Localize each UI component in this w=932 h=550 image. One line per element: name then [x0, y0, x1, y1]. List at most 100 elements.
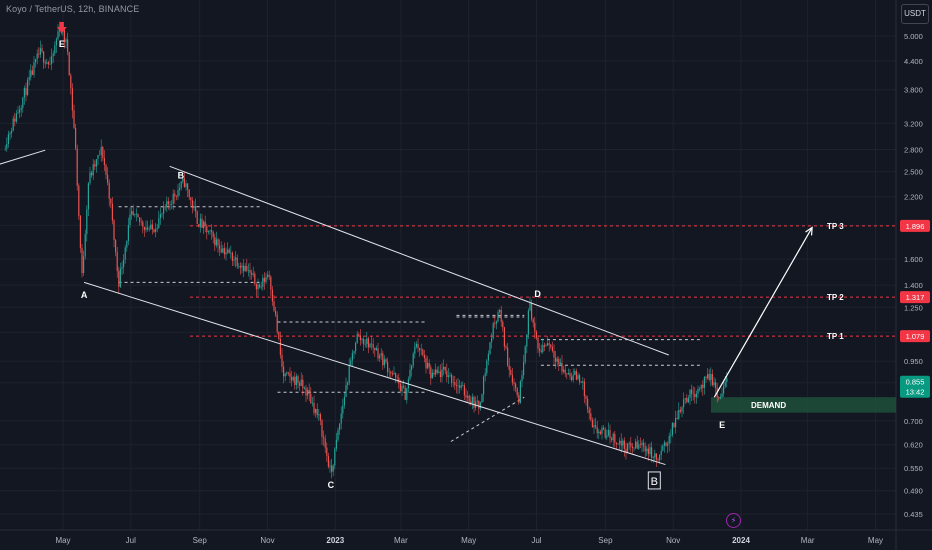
candle-body — [65, 39, 67, 43]
candle-body — [503, 327, 506, 347]
candle-body — [401, 385, 403, 392]
candle-body — [257, 284, 259, 290]
candle-body — [548, 343, 550, 345]
candle-body — [627, 443, 629, 453]
target-price-label: 1.896 — [906, 222, 925, 231]
candle-body — [599, 431, 602, 434]
candle-body — [87, 183, 90, 210]
candle-body — [161, 213, 163, 215]
candle-body — [78, 185, 80, 216]
candle-body — [47, 62, 50, 65]
candle-body — [449, 374, 451, 376]
candle-body — [171, 203, 173, 205]
candle-body — [443, 366, 445, 370]
candle-body — [36, 53, 38, 59]
candle-body — [183, 178, 186, 188]
candle-body — [265, 276, 267, 283]
candle-body — [311, 402, 314, 404]
candle-body — [385, 359, 387, 363]
time-tick-label: Sep — [193, 536, 208, 545]
candle-body — [519, 381, 522, 403]
candle-body — [227, 249, 229, 253]
candle-body — [300, 379, 302, 386]
candle-body — [676, 417, 678, 419]
wave-label: E — [59, 39, 65, 49]
candle-body — [244, 266, 246, 272]
price-tick-label: 4.400 — [904, 57, 923, 66]
candle-body — [44, 62, 46, 64]
candle-body — [223, 248, 226, 255]
target-price-label: 1.317 — [906, 293, 925, 302]
candle-body — [575, 370, 578, 380]
candle-body — [702, 384, 704, 388]
candle-body — [537, 337, 539, 349]
candle-body — [633, 447, 635, 449]
projection-arrow-head — [805, 226, 813, 236]
candle-body — [694, 394, 696, 398]
candle-body — [695, 393, 698, 398]
candle-body — [222, 248, 224, 253]
candle-body — [726, 377, 728, 383]
candle-body — [135, 213, 138, 215]
demand-label: DEMAND — [751, 401, 786, 410]
candle-body — [590, 413, 592, 421]
time-tick-label: 2023 — [326, 536, 344, 545]
candle-body — [414, 346, 416, 354]
candle-body — [25, 88, 27, 95]
candle-body — [260, 286, 262, 288]
candle-body — [236, 257, 238, 267]
candle-body — [508, 365, 510, 370]
candle-body — [495, 321, 498, 324]
candle-body — [116, 251, 118, 272]
price-tick-label: 0.950 — [904, 357, 923, 366]
candle-body — [41, 48, 43, 52]
candle-body — [564, 369, 566, 374]
candle-body — [527, 310, 530, 335]
candle-body — [206, 225, 208, 233]
candle-body — [638, 444, 640, 449]
candle-body — [500, 309, 502, 322]
candle-body — [92, 164, 94, 176]
candle-body — [52, 53, 54, 57]
candle-body — [268, 274, 270, 277]
candle-body — [679, 409, 682, 412]
candle-body — [108, 182, 110, 199]
candle-body — [211, 230, 213, 233]
candle-body — [646, 448, 648, 452]
currency-button[interactable]: USDT — [901, 4, 929, 24]
candle-body — [302, 379, 304, 389]
candle-body — [436, 369, 438, 373]
candle-body — [502, 321, 504, 328]
candle-body — [289, 373, 291, 377]
candle-body — [652, 457, 654, 459]
candle-body — [351, 353, 354, 361]
candle-body — [636, 441, 638, 449]
candle-body — [303, 387, 306, 389]
candle-body — [15, 113, 18, 122]
candle-body — [134, 213, 136, 215]
candle-body — [187, 183, 189, 190]
candle-body — [604, 429, 606, 438]
price-tick-label: 0.550 — [904, 464, 923, 473]
candle-body — [708, 374, 710, 380]
candle-body — [430, 367, 432, 379]
lightning-icon[interactable]: ⚡ — [726, 513, 741, 528]
candle-body — [6, 143, 8, 149]
boxed-label-frame — [647, 471, 661, 490]
candle-body — [20, 107, 22, 110]
candle-body — [188, 189, 190, 198]
target-price-tag — [900, 330, 930, 343]
candle-body — [470, 401, 472, 404]
candle-body — [195, 206, 197, 212]
candle-body — [204, 221, 206, 226]
candle-body — [139, 217, 141, 222]
candle-body — [177, 189, 179, 197]
candle-body — [147, 227, 149, 230]
candle-body — [591, 420, 594, 428]
price-tick-label: 0.435 — [904, 510, 923, 519]
candle-body — [207, 231, 210, 233]
candle-body — [452, 382, 454, 383]
price-tick-label: 2.800 — [904, 146, 923, 155]
candle-body — [531, 303, 533, 320]
